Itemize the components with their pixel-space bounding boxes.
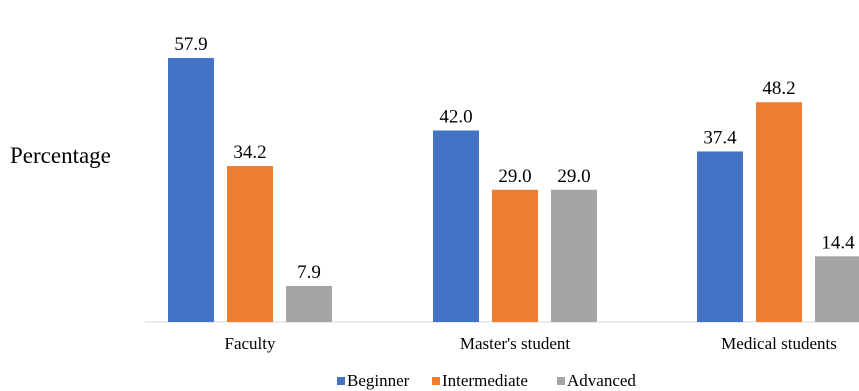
legend-swatch-beginner bbox=[337, 377, 345, 385]
legend-swatch-advanced bbox=[557, 377, 565, 385]
bar-beginner-faculty bbox=[168, 57, 214, 322]
legend-label-advanced: Advanced bbox=[567, 371, 636, 390]
legend-swatch-intermediate bbox=[432, 377, 440, 385]
legend-label-intermediate: Intermediate bbox=[442, 371, 528, 390]
data-label-intermediate-medical-students: 48.2 bbox=[762, 78, 795, 99]
legend-label-beginner: Beginner bbox=[347, 371, 410, 390]
category-label-master-s-student: Master's student bbox=[460, 334, 571, 353]
bar-intermediate-medical-students bbox=[756, 102, 802, 322]
legend: Beginner Intermediate Advanced bbox=[337, 371, 636, 390]
data-label-advanced-faculty: 7.9 bbox=[297, 262, 321, 283]
category-label-medical-students: Medical students bbox=[721, 334, 837, 353]
bar-beginner-master-s-student bbox=[433, 130, 479, 322]
y-axis-label: Percentage bbox=[10, 143, 111, 168]
data-label-advanced-master-s-student: 29.0 bbox=[557, 166, 590, 187]
data-label-advanced-medical-students: 14.4 bbox=[821, 232, 855, 253]
category-label-faculty: Faculty bbox=[225, 334, 276, 353]
category-labels: Faculty Master's student Medical students bbox=[225, 334, 837, 353]
bar-beginner-medical-students bbox=[697, 151, 743, 322]
bar-intermediate-master-s-student bbox=[492, 189, 538, 322]
data-label-intermediate-faculty: 34.2 bbox=[233, 142, 266, 163]
data-label-beginner-master-s-student: 42.0 bbox=[439, 106, 472, 127]
data-label-beginner-faculty: 57.9 bbox=[174, 34, 207, 55]
bar-advanced-faculty bbox=[286, 285, 332, 322]
bar-intermediate-faculty bbox=[227, 166, 273, 322]
bar-advanced-master-s-student bbox=[551, 189, 597, 322]
bar-advanced-medical-students bbox=[815, 256, 859, 322]
data-label-beginner-medical-students: 37.4 bbox=[703, 127, 737, 148]
bar-group: 57.9 34.2 7.9 42.0 29.0 29.0 37.4 48.2 14.4 bbox=[168, 34, 859, 322]
data-label-intermediate-master-s-student: 29.0 bbox=[498, 166, 531, 187]
